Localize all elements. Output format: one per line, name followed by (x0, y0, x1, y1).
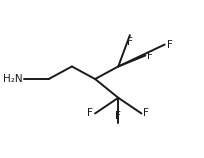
Text: H₂N: H₂N (3, 74, 23, 84)
Text: F: F (115, 110, 121, 121)
Text: F: F (87, 108, 93, 118)
Text: F: F (143, 108, 149, 118)
Text: F: F (167, 40, 172, 50)
Text: F: F (147, 51, 153, 61)
Text: F: F (127, 37, 133, 48)
